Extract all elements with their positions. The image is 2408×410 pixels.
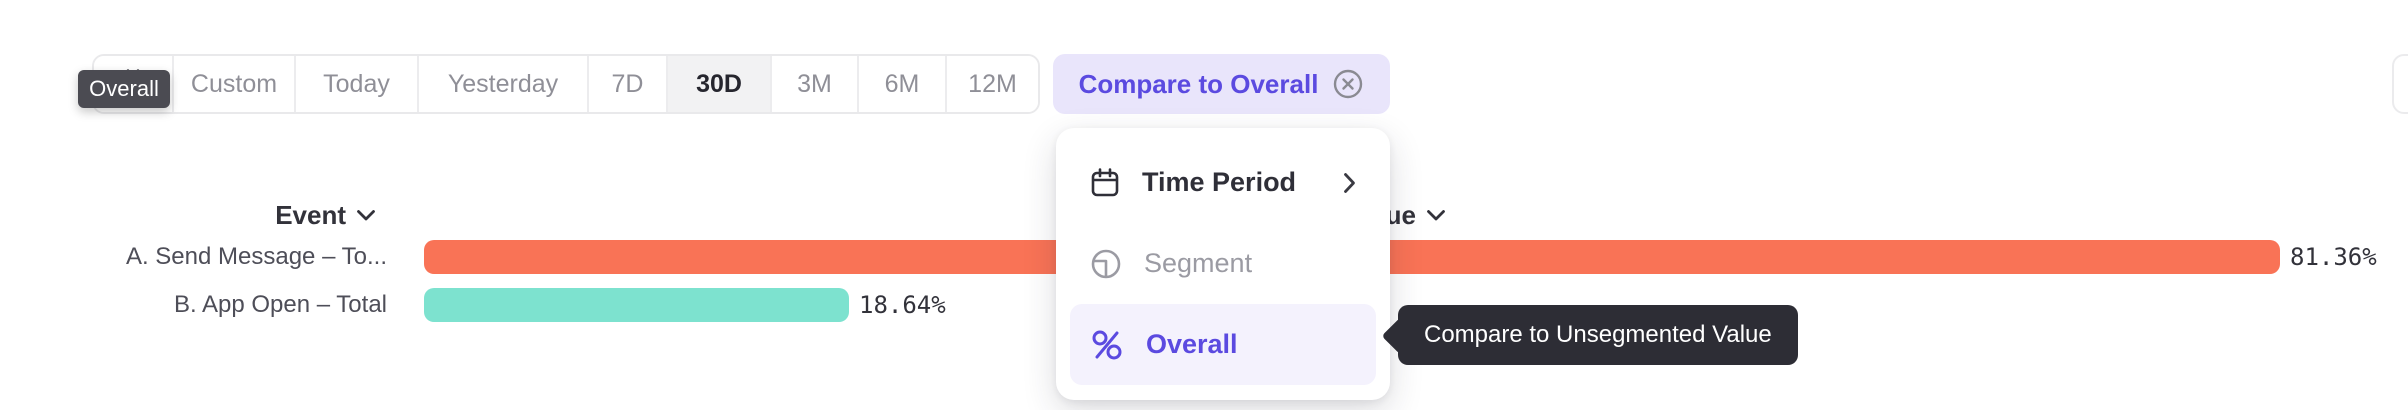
percent-icon xyxy=(1090,328,1124,362)
menu-item-overall[interactable]: Overall xyxy=(1070,304,1376,385)
event-label-send-message: A. Send Message – To... xyxy=(125,243,387,270)
event-label-app-open: B. App Open – Total xyxy=(173,291,387,318)
value-label-app-open: 18.64% xyxy=(859,291,946,319)
clipped-toolbar-button[interactable] xyxy=(2392,54,2408,114)
time-range-7d[interactable]: 7D xyxy=(589,56,668,112)
time-range-6m[interactable]: 6M xyxy=(859,56,947,112)
time-range-3m[interactable]: 3M xyxy=(772,56,859,112)
time-range-12m[interactable]: 12M xyxy=(947,56,1038,112)
menu-item-segment[interactable]: Segment xyxy=(1070,223,1376,304)
chevron-down-icon xyxy=(356,209,376,222)
time-range-30d[interactable]: 30D xyxy=(668,56,772,112)
segment-circle-icon xyxy=(1090,248,1122,280)
time-range-yesterday[interactable]: Yesterday xyxy=(419,56,589,112)
time-range-today[interactable]: Today xyxy=(296,56,419,112)
close-circle-icon[interactable] xyxy=(1332,68,1364,100)
time-range-custom[interactable]: Custom xyxy=(174,56,296,112)
chevron-down-icon xyxy=(1426,209,1446,222)
calendar-icon xyxy=(1090,167,1120,199)
chevron-right-icon xyxy=(1343,172,1356,194)
menu-item-label: Segment xyxy=(1144,248,1253,278)
menu-item-label: Time Period xyxy=(1142,167,1297,197)
bar-app-open[interactable] xyxy=(424,288,849,322)
menu-item-label: Overall xyxy=(1146,329,1238,359)
compare-to-overall-label: Compare to Overall xyxy=(1078,68,1319,99)
overall-tooltip: Overall xyxy=(78,70,170,108)
event-column-header[interactable]: Event xyxy=(0,200,376,231)
chart-row: B. App Open – Total 18.64% xyxy=(0,288,946,322)
value-label-send-message: 81.36% xyxy=(2290,243,2377,271)
event-column-header-label: Event xyxy=(275,200,346,230)
compare-to-overall-button[interactable]: Compare to Overall xyxy=(1053,54,1390,114)
compare-dropdown-menu: Time Period Segment xyxy=(1056,128,1390,400)
date-range-segmented-control: Custom Today Yesterday 7D 30D 3M 6M 12M xyxy=(92,54,1040,114)
menu-item-time-period[interactable]: Time Period xyxy=(1070,142,1376,223)
compare-unsegmented-tooltip: Compare to Unsegmented Value xyxy=(1398,305,1798,365)
